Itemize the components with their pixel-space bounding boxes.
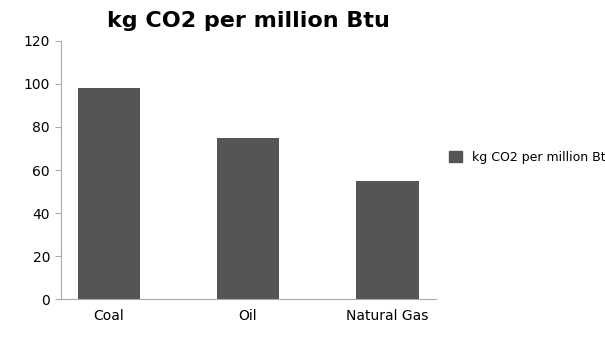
Title: kg CO2 per million Btu: kg CO2 per million Btu [106,11,390,31]
Bar [77,88,140,299]
Bar [217,138,280,299]
Legend: kg CO2 per million Btu: kg CO2 per million Btu [450,151,605,164]
Bar [356,181,419,299]
